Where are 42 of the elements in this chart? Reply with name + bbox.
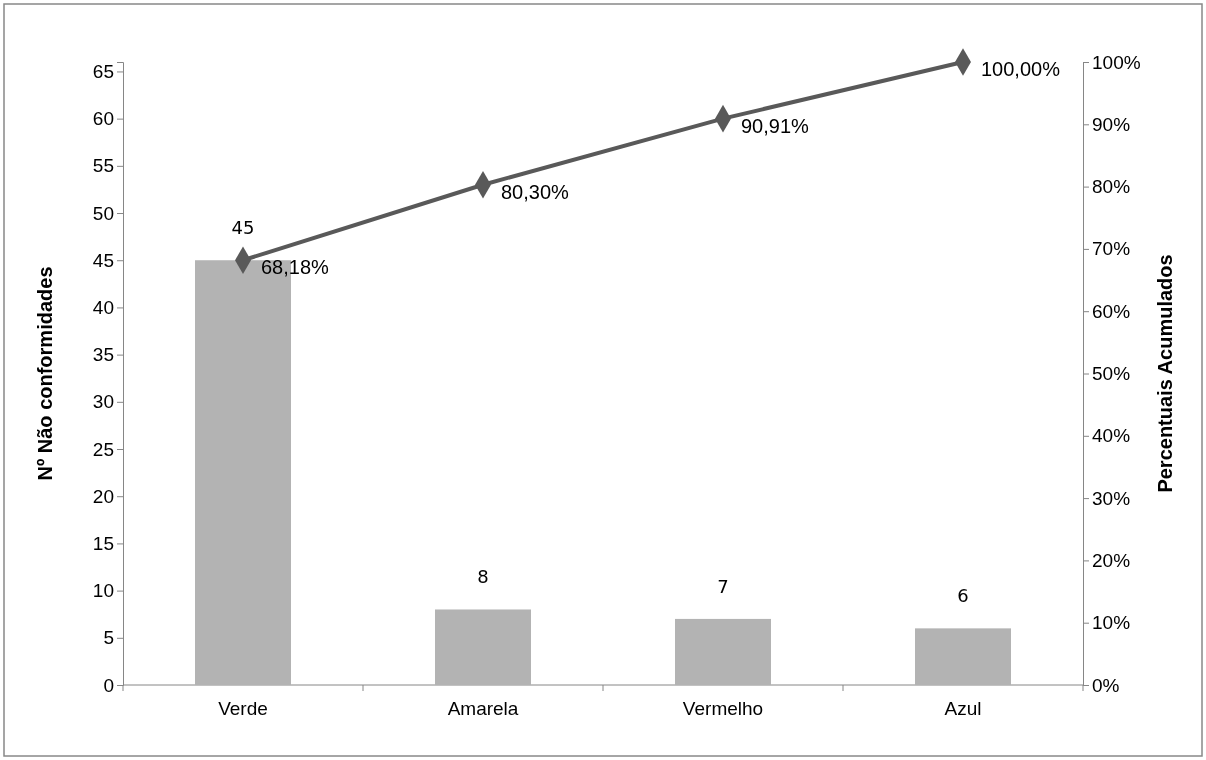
y2-axis-title: Percentuais Acumulados [1154,254,1176,493]
bar [435,609,531,685]
y-axis-title: Nº Não conformidades [34,266,56,481]
y-tick-label: 55 [92,155,114,177]
y-tick-label: 50 [92,202,114,224]
y2-tick-label: 30% [1092,487,1131,509]
x-tick-label: Azul [944,698,982,719]
y-tick-label: 20 [92,485,114,507]
data-label: 100,00% [981,58,1061,80]
data-label: 68,18% [261,256,330,279]
bar [915,628,1011,685]
y2-tick-label: 60% [1092,300,1131,322]
bar [675,618,771,685]
data-label: 8 [477,566,489,588]
y2-tick-label: 80% [1092,176,1131,198]
y-tick-label: 5 [103,627,114,649]
y-tick-label: 65 [92,61,114,83]
data-label: 7 [717,575,729,597]
y2-tick-label: 0% [1092,674,1120,696]
y-tick-label: 60 [92,108,114,130]
x-tick-label: Verde [218,698,268,719]
data-label: 90,91% [741,114,810,137]
y2-tick-label: 40% [1092,425,1131,447]
y2-tick-label: 50% [1092,363,1131,385]
y2-tick-label: 70% [1092,238,1131,260]
data-label: 80,30% [501,180,570,203]
y2-tick-label: 100% [1092,51,1141,73]
y2-tick-label: 20% [1092,549,1131,571]
y-tick-label: 40 [92,297,114,318]
data-label: 45 [231,217,255,239]
y-tick-label: 10 [92,580,114,602]
y-tick-label: 35 [92,344,114,366]
y2-tick-label: 10% [1092,612,1131,634]
y-tick-label: 0 [103,674,114,696]
x-tick-label: Vermelho [682,698,764,719]
y-tick-label: 30 [92,391,114,413]
y-tick-label: 15 [92,532,114,554]
y-tick-label: 45 [92,249,114,271]
y2-tick-label: 90% [1092,113,1131,135]
data-label: 6 [957,585,969,607]
x-tick-label: Amarela [447,698,519,719]
y-tick-label: 25 [92,438,114,460]
